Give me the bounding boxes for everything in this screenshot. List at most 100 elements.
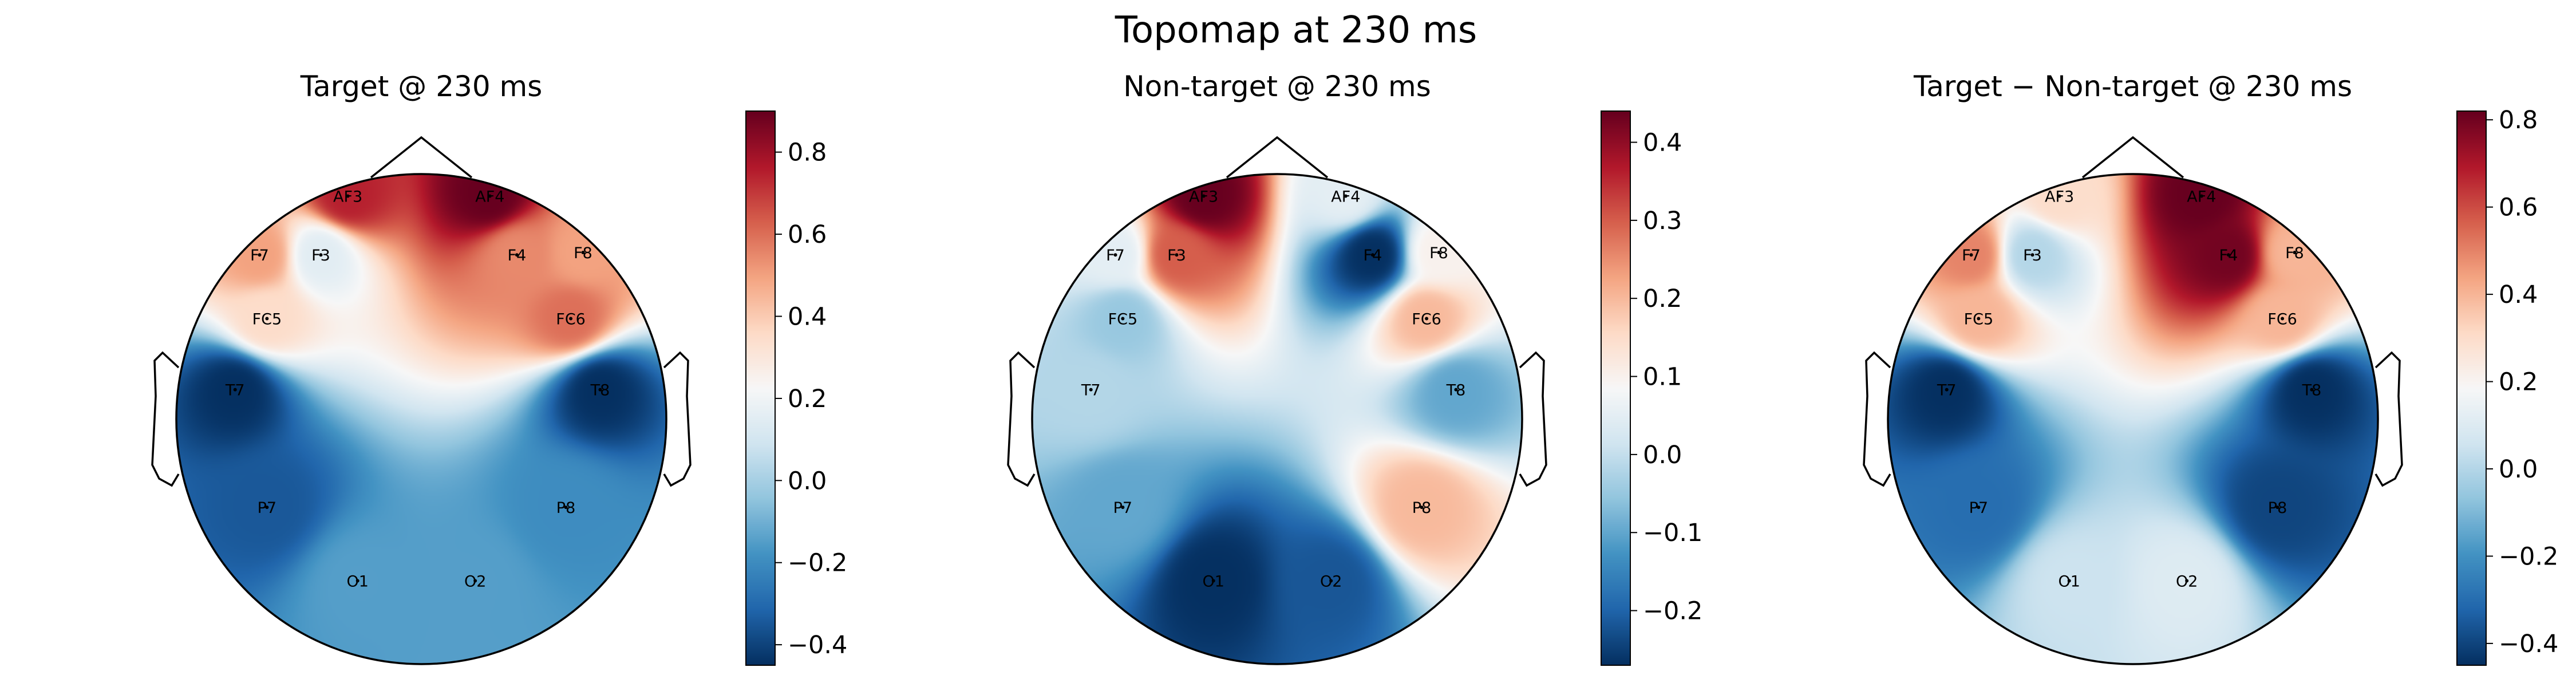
- electrode-label: O1: [1203, 572, 1224, 590]
- electrode-label: F7: [1962, 247, 1981, 264]
- electrode-marker: [1344, 194, 1348, 198]
- electrode-marker: [1420, 506, 1424, 510]
- electrode-marker: [1437, 250, 1441, 254]
- topomap-panel-3: Target − Non-target @ 230 ms AF3 AF4 F7 F3 F4…: [1863, 70, 2558, 666]
- electrode-marker: [2275, 506, 2279, 510]
- electrode-label: T8: [2302, 382, 2322, 400]
- electrode-marker: [581, 250, 585, 254]
- colorbar-gradient: [746, 111, 775, 665]
- colorbar-tick-label: 0.2: [2499, 368, 2538, 397]
- electrode-marker: [319, 253, 323, 257]
- electrode-marker: [2310, 388, 2314, 392]
- head-outline: [1887, 173, 2379, 665]
- electrode-label: F4: [508, 247, 527, 264]
- electrode-marker: [1969, 253, 1973, 257]
- figure-title: Topomap at 230 ms: [1115, 9, 1477, 52]
- electrode-marker: [569, 317, 573, 321]
- electrode-label: AF4: [1331, 188, 1360, 206]
- electrode-marker: [355, 579, 359, 583]
- colorbar-tick-label: 0.2: [1643, 285, 1682, 313]
- electrode-marker: [473, 579, 477, 583]
- colorbar-gradient: [2457, 111, 2486, 665]
- colorbar-tick-label: 0.4: [788, 303, 827, 331]
- right-ear-outline: [1519, 351, 1547, 487]
- colorbar-tick-label: 0.0: [788, 467, 827, 495]
- electrode-label: FC5: [1108, 311, 1138, 329]
- electrode-marker: [1113, 253, 1117, 257]
- electrode-marker: [1945, 388, 1949, 392]
- electrode-label: AF3: [1189, 188, 1218, 206]
- colorbar-tick-label: 0.6: [2499, 194, 2538, 222]
- electrode-label: O1: [2059, 572, 2080, 590]
- electrode-label: AF3: [2045, 188, 2074, 206]
- electrode-marker: [1454, 388, 1458, 392]
- electrode-label: P7: [1969, 499, 1988, 517]
- topomap-surface: [1032, 174, 1522, 664]
- colorbar-tick-label: 0.1: [1643, 363, 1682, 392]
- electrode-label: F8: [574, 244, 592, 262]
- electrode-marker: [1211, 579, 1215, 583]
- topomap-surface: [1888, 174, 2378, 664]
- electrode-marker: [515, 253, 519, 257]
- electrode-marker: [2067, 579, 2071, 583]
- topomap-surface: [176, 174, 666, 664]
- electrode-label: T8: [590, 382, 610, 400]
- electrode-marker: [346, 194, 350, 198]
- electrode-marker: [564, 506, 568, 510]
- colorbar-frame: [2456, 110, 2487, 666]
- colorbar-tick-label: −0.2: [2499, 542, 2558, 571]
- electrode-label: T7: [1937, 382, 1957, 400]
- electrode-marker: [2293, 250, 2297, 254]
- electrode-marker: [598, 388, 602, 392]
- left-ear-outline: [1863, 351, 1891, 487]
- electrode-label: T7: [225, 382, 245, 400]
- colorbar-tick-label: 0.8: [788, 139, 827, 167]
- electrode-label: F3: [2023, 247, 2042, 264]
- colorbar-tick-label: 0.0: [2499, 455, 2538, 484]
- colorbar-tick-label: 0.2: [788, 385, 827, 413]
- electrode-marker: [265, 317, 269, 321]
- electrode-label: F7: [250, 247, 269, 264]
- electrode-label: O1: [347, 572, 369, 590]
- electrode-marker: [488, 194, 492, 198]
- left-ear-outline: [1007, 351, 1036, 487]
- panel-title: Target @ 230 ms: [300, 70, 543, 103]
- electrode-label: FC6: [556, 311, 586, 329]
- colorbar-tick-label: −0.4: [788, 631, 847, 660]
- electrode-label: FC6: [1412, 311, 1441, 329]
- electrode-label: F4: [1364, 247, 1382, 264]
- nose-outline: [2081, 136, 2184, 179]
- electrode-label: P7: [1113, 499, 1132, 517]
- colorbar-tick-label: 0.4: [1643, 129, 1682, 157]
- colorbar-frame: [745, 110, 776, 666]
- electrode-label: FC5: [252, 311, 282, 329]
- right-ear-outline: [2374, 351, 2403, 487]
- left-ear-outline: [151, 351, 180, 487]
- electrode-marker: [258, 253, 262, 257]
- electrode-marker: [1370, 253, 1374, 257]
- colorbar-tick-label: −0.2: [788, 549, 847, 578]
- electrode-marker: [1425, 317, 1429, 321]
- electrode-marker: [233, 388, 237, 392]
- electrode-marker: [1977, 506, 1981, 510]
- panel-title: Non-target @ 230 ms: [1123, 70, 1431, 103]
- colorbar: −0.2 −0.1 0.0 0.1 0.2 0.3 0.4: [1601, 110, 1702, 666]
- electrode-label: F3: [311, 247, 330, 264]
- colorbar-gradient: [1601, 111, 1630, 665]
- electrode-marker: [2199, 194, 2203, 198]
- electrode-label: AF4: [475, 188, 504, 206]
- colorbar-tick-label: −0.1: [1643, 519, 1702, 547]
- electrode-marker: [1329, 579, 1333, 583]
- head-outline: [175, 173, 667, 665]
- electrode-marker: [2057, 194, 2061, 198]
- electrode-label: F4: [2219, 247, 2238, 264]
- topomap-panel-1: Target @ 230 ms AF3 AF4 F7 F3 F4 F8 FC5 FC6 T7 T8 P…: [151, 70, 847, 666]
- electrode-marker: [1089, 388, 1093, 392]
- electrode-label: P8: [2268, 499, 2287, 517]
- electrode-marker: [265, 506, 269, 510]
- electrode-label: P7: [258, 499, 276, 517]
- electrode-label: O2: [464, 572, 486, 590]
- colorbar-tick-label: −0.2: [1643, 597, 1702, 626]
- electrode-label: T7: [1081, 382, 1101, 400]
